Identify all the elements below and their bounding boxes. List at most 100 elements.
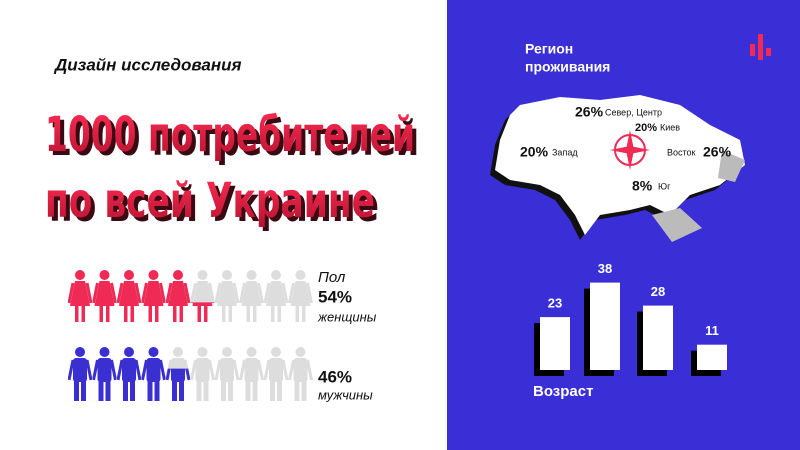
head [75, 347, 85, 357]
arm [166, 368, 171, 381]
head [124, 347, 134, 357]
arm [183, 282, 190, 304]
leg [245, 381, 251, 401]
leg [81, 306, 85, 322]
head [246, 347, 257, 357]
age-title: Возраст [533, 383, 593, 400]
arm [159, 359, 166, 381]
dress [192, 281, 213, 306]
person [141, 270, 166, 322]
leg [222, 306, 226, 322]
arm [306, 359, 313, 381]
leg [221, 381, 226, 401]
leg [277, 381, 282, 401]
bar [540, 317, 570, 370]
leg [271, 306, 275, 322]
logo-bar [758, 34, 763, 60]
bar-label: 23 [548, 296, 562, 311]
region-value: 20% [520, 144, 549, 160]
arm [232, 359, 240, 381]
map [490, 95, 745, 242]
women-value: 54% [318, 287, 352, 306]
leg [155, 306, 159, 322]
leg [123, 381, 128, 401]
subtitle: Дизайн исследования [53, 55, 242, 74]
title-line: 1000 потребителей [45, 107, 415, 163]
leg [228, 381, 233, 401]
person-fill [92, 347, 117, 401]
logo-bar [750, 44, 755, 56]
region-name: Запад [552, 147, 578, 157]
person [239, 270, 264, 322]
arm [257, 359, 264, 381]
leg [295, 306, 299, 322]
arm [239, 282, 246, 304]
person [67, 270, 93, 322]
head [173, 347, 183, 357]
leg [172, 381, 177, 401]
person [190, 270, 215, 322]
torso [122, 358, 136, 382]
arm [141, 282, 148, 304]
person [116, 347, 142, 401]
arm [159, 282, 166, 304]
arm [110, 359, 117, 381]
arm [68, 359, 75, 381]
region-name: Север, Центр [605, 107, 662, 117]
leg [74, 381, 79, 401]
torso [171, 368, 185, 382]
torso [220, 358, 234, 382]
head [99, 270, 110, 280]
person [239, 347, 264, 401]
leg [302, 306, 306, 322]
dress [119, 281, 139, 306]
torso [269, 358, 283, 382]
person-fill [141, 347, 166, 401]
men-value: 46% [318, 367, 352, 386]
person-fill [68, 347, 92, 401]
head [124, 270, 134, 280]
leg [196, 381, 202, 401]
bar [590, 282, 620, 370]
title-line: по всей Украине [45, 173, 375, 229]
head [99, 347, 110, 357]
men-caption: мужчины [318, 387, 373, 402]
leg [252, 381, 258, 401]
leg [301, 381, 307, 401]
leg [228, 306, 232, 322]
region-name: Юг [658, 181, 671, 191]
leg [173, 306, 177, 322]
arm [214, 282, 222, 304]
leg [154, 381, 160, 401]
arm [232, 282, 240, 304]
person-fill [68, 270, 92, 322]
leg [277, 306, 281, 322]
person [92, 270, 117, 322]
women-caption: женщины [317, 309, 377, 324]
torso [146, 358, 161, 382]
dress [217, 281, 237, 306]
leg [75, 306, 79, 322]
bar [643, 305, 673, 370]
region-value: 20% [635, 122, 657, 134]
person [263, 270, 289, 322]
arm [134, 359, 141, 381]
logo-bar [766, 48, 771, 56]
dress [266, 281, 286, 306]
arm [85, 282, 92, 304]
logo [750, 34, 771, 60]
person-fill [92, 270, 117, 322]
person [288, 347, 313, 401]
arm [190, 282, 197, 304]
person [116, 270, 142, 322]
leg [81, 381, 86, 401]
bar-label: 38 [598, 261, 612, 276]
title: 1000 потребителей 1000 потребителей по в… [45, 107, 419, 233]
arm [141, 359, 148, 381]
leg [270, 381, 275, 401]
head [271, 347, 281, 357]
head [295, 270, 306, 280]
compass [610, 130, 650, 170]
title-shadow: по всей Украине [49, 177, 379, 233]
arm [208, 282, 215, 304]
